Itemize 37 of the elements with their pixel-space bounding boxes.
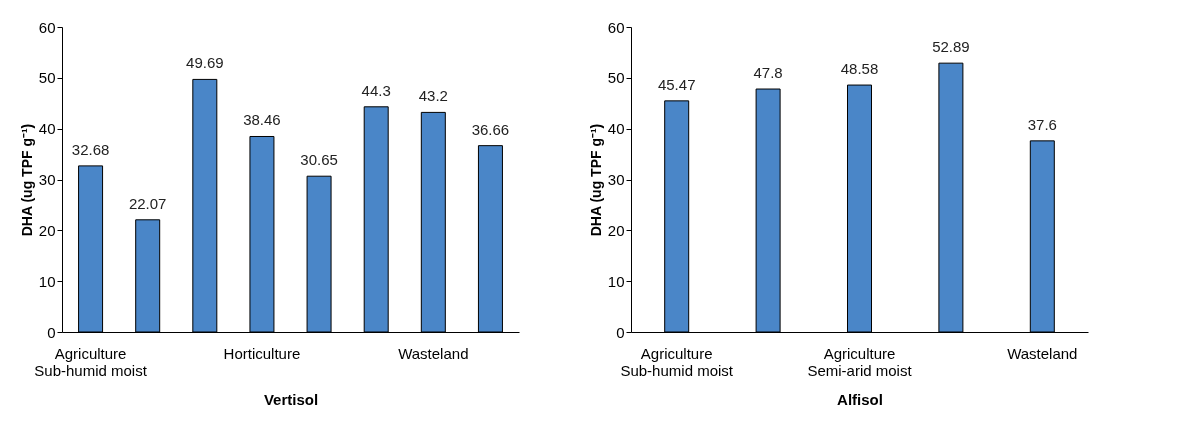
y-tick-label: 0 [47,323,56,341]
y-tick-label: 40 [38,120,56,138]
x-tick-label: Horticulture [223,344,301,362]
y-tick-label: 0 [616,323,625,341]
x-tick-label: Wasteland [1007,344,1078,362]
data-label: 45.47 [657,75,696,93]
data-label: 38.46 [243,111,281,129]
y-tick-label: 10 [607,272,625,290]
x-axis-title: Vertisol [263,390,319,408]
y-tick-label: 10 [38,272,56,290]
y-axis-title: DHA (ug TPF g⁻¹) [18,123,35,237]
data-label: 49.69 [186,54,224,72]
data-label: 37.6 [1027,115,1057,133]
data-label: 52.89 [932,38,970,56]
data-label: 44.3 [361,81,391,99]
data-label: 22.07 [128,194,167,212]
data-label: 36.66 [471,120,510,138]
y-tick-label: 20 [607,221,625,239]
x-tick-label: Agriculture Semi-arid moist [807,344,913,379]
y-tick-label: 30 [607,171,625,188]
data-label: 43.2 [418,87,448,105]
x-axis-title: Alfisol [837,390,883,408]
y-tick-label: 30 [38,171,56,188]
y-axis-title: DHA (ug TPF g⁻¹) [587,123,604,237]
y-tick-label: 60 [607,18,625,36]
data-label: 47.8 [753,64,783,82]
y-tick-label: 40 [607,120,625,138]
data-label: 30.65 [300,151,338,169]
x-tick-label: Agriculture Sub-humid moist [620,344,734,379]
y-tick-label: 50 [607,69,625,87]
y-tick-label: 20 [38,221,56,239]
data-label: 32.68 [71,140,110,158]
x-tick-label: Wasteland [398,344,469,362]
y-tick-label: 50 [38,69,56,87]
data-label: 48.58 [840,60,879,78]
x-tick-label: Agriculture Sub-humid moist [34,344,148,379]
y-tick-label: 60 [38,18,56,36]
